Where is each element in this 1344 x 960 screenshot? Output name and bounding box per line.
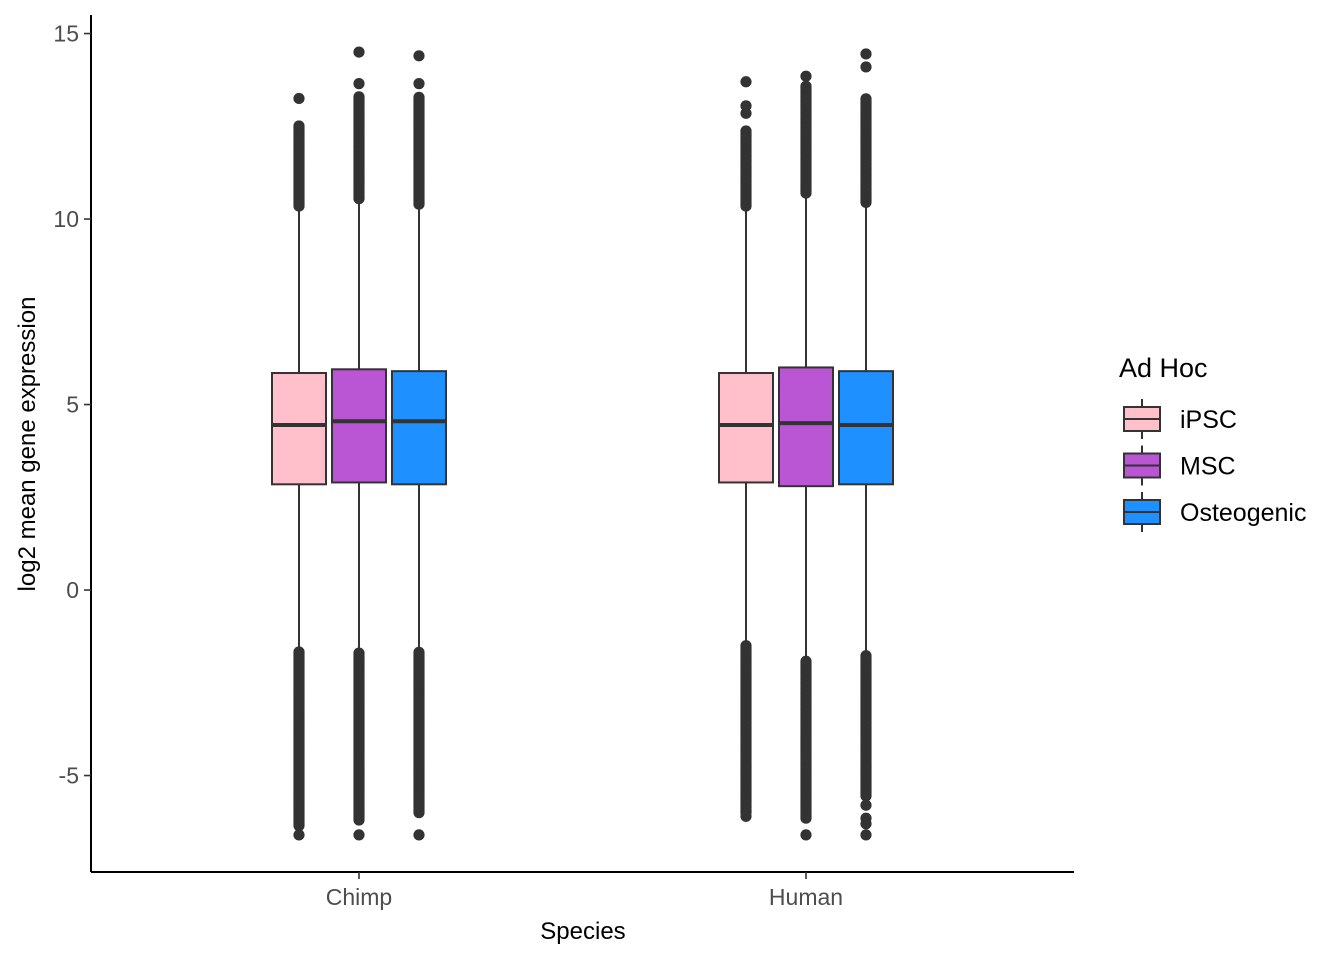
outlier-point (860, 799, 872, 811)
box-ipsc-human (718, 76, 774, 822)
outlier-point (353, 829, 365, 841)
outlier-point (293, 646, 305, 658)
y-axis-title: log2 mean gene expression (14, 297, 41, 592)
outlier-point (860, 48, 872, 60)
outlier-point (413, 78, 425, 90)
box-body (718, 372, 774, 484)
box-msc-human (778, 70, 834, 841)
y-tick-label: -5 (59, 763, 79, 789)
outlier-point (293, 120, 305, 132)
box-msc-chimp (331, 46, 387, 841)
outlier-point (740, 810, 752, 822)
outlier-point (800, 70, 812, 82)
legend-key-osteogenic (1123, 492, 1161, 532)
legend-label: MSC (1180, 453, 1236, 481)
outlier-point (293, 92, 305, 105)
y-tick-label: 0 (66, 577, 79, 603)
box-ipsc-chimp (271, 92, 327, 841)
outlier-point (860, 818, 872, 830)
y-tick-label: 5 (66, 392, 79, 418)
outlier-point (860, 650, 872, 662)
plot-area (271, 46, 894, 841)
legend: Ad Hoc iPSC MSC Osteogenic (1119, 353, 1306, 532)
box-body (271, 372, 327, 486)
outlier-point (293, 829, 305, 841)
box-body (838, 370, 894, 486)
legend-label: iPSC (1180, 406, 1237, 434)
y-tick-label: 15 (53, 21, 79, 47)
outlier-point (860, 61, 872, 73)
outlier-point (413, 829, 425, 841)
y-axis: -5 0 5 10 15 (53, 15, 92, 872)
box-body (778, 366, 834, 488)
box-osteogenic-human (838, 48, 894, 841)
box-body (391, 370, 447, 486)
x-tick-label: Chimp (326, 884, 392, 910)
outlier-point (800, 829, 812, 841)
outlier-point (413, 646, 425, 658)
outlier-point (740, 100, 752, 112)
outlier-point (353, 46, 365, 58)
outlier-point (800, 80, 812, 92)
legend-title: Ad Hoc (1119, 353, 1208, 383)
outlier-point (800, 655, 812, 667)
box-body (331, 368, 387, 484)
x-axis: Chimp Human (91, 871, 1074, 910)
legend-key-msc (1123, 445, 1161, 486)
legend-label: Osteogenic (1180, 499, 1306, 527)
y-tick-label: 10 (53, 206, 79, 232)
box-osteogenic-chimp (391, 50, 447, 841)
x-axis-title: Species (540, 918, 625, 945)
x-tick-label: Human (769, 884, 843, 910)
outlier-point (860, 93, 872, 105)
outlier-point (353, 78, 365, 90)
outlier-point (740, 125, 752, 137)
outlier-point (353, 91, 365, 103)
outlier-point (413, 50, 425, 62)
legend-key-ipsc (1123, 399, 1161, 439)
outlier-point (413, 91, 425, 103)
outlier-point (860, 829, 872, 841)
outlier-point (740, 76, 752, 88)
